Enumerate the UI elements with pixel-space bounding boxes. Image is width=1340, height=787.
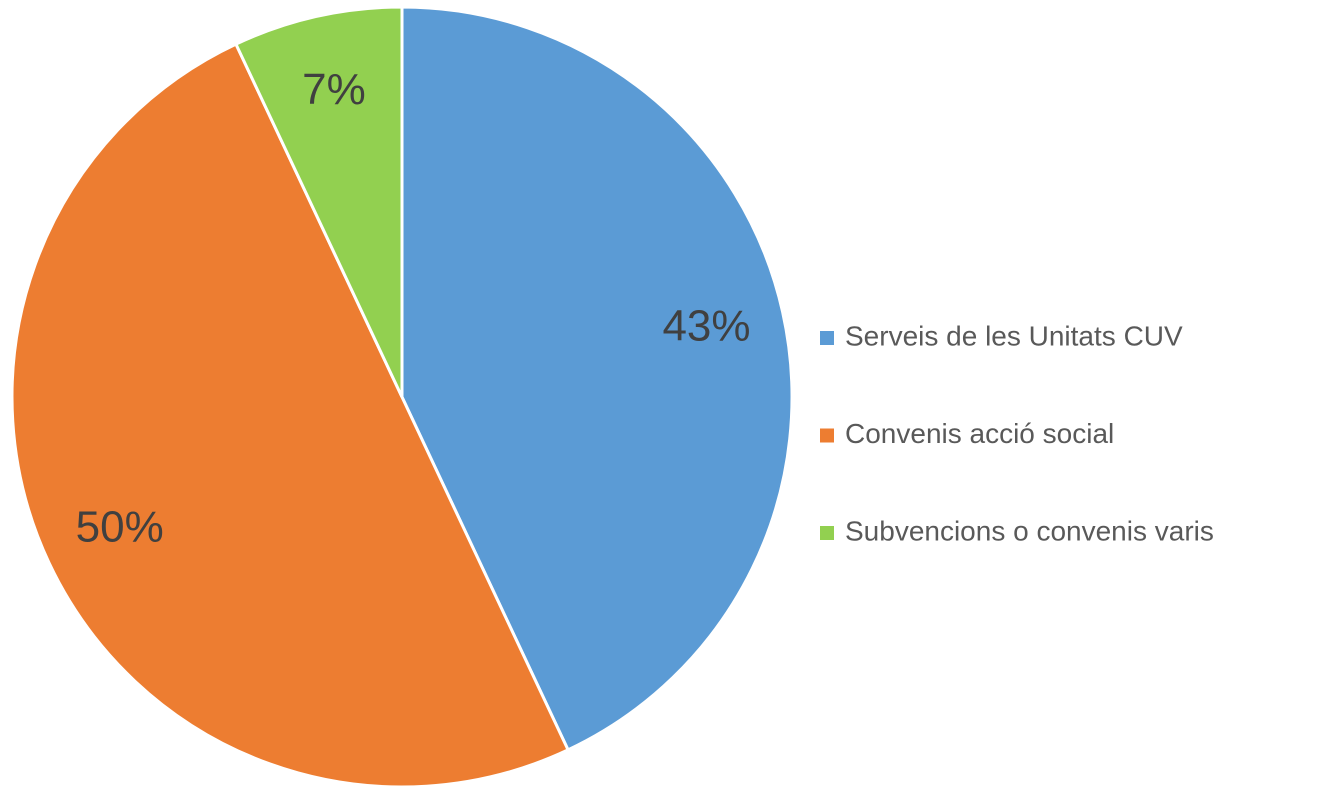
legend-swatch <box>820 331 834 345</box>
data-label: 7% <box>302 65 366 114</box>
data-label: 50% <box>76 502 164 551</box>
pie-slice <box>400 5 794 752</box>
legend-label: Convenis acció social <box>845 418 1114 449</box>
pie-slice <box>233 5 404 398</box>
legend-swatch <box>820 428 834 443</box>
legend-label: Subvencions o convenis varis <box>845 515 1214 546</box>
data-label: 43% <box>662 302 750 351</box>
legend-swatch <box>820 526 834 540</box>
legend-label: Serveis de les Unitats CUV <box>845 320 1183 351</box>
